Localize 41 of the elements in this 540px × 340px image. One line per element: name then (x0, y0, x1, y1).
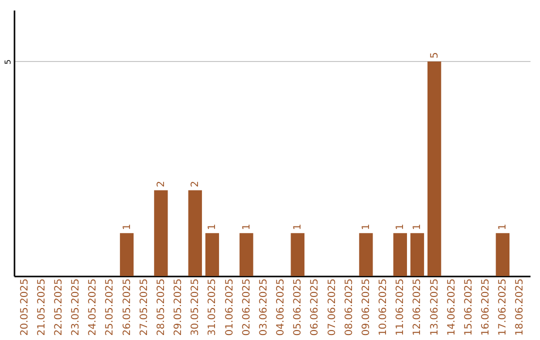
x-tick-label: 26.05.2025 (122, 278, 133, 336)
x-tick-label: 08.06.2025 (344, 278, 355, 336)
x-tick-label: 22.05.2025 (53, 278, 64, 336)
data-label: 1 (412, 224, 424, 230)
x-tick-label: 15.06.2025 (463, 278, 474, 336)
x-tick-label: 06.06.2025 (310, 278, 321, 336)
x-tick-label: 29.05.2025 (173, 278, 184, 336)
x-tick-label: 12.06.2025 (412, 278, 424, 336)
data-label: 1 (292, 224, 304, 230)
data-label: 1 (122, 224, 133, 230)
x-tick-label: 25.05.2025 (104, 278, 116, 336)
x-tick-label: 28.05.2025 (156, 278, 167, 336)
x-tick-label: 24.05.2025 (88, 278, 99, 336)
data-label: 1 (207, 224, 218, 230)
data-label: 5 (429, 52, 440, 58)
data-label: 1 (360, 224, 372, 230)
x-tick-label: 07.06.2025 (326, 278, 338, 336)
x-tick-label: 13.06.2025 (429, 278, 440, 336)
x-tick-label: 17.06.2025 (498, 278, 509, 336)
x-tick-label: 02.06.2025 (241, 278, 252, 336)
x-tick-label: 09.06.2025 (360, 278, 372, 336)
data-label: 2 (190, 180, 202, 188)
x-tick-label: 16.06.2025 (480, 278, 492, 336)
data-label: 2 (156, 180, 167, 188)
x-tick-label: 03.06.2025 (258, 278, 270, 336)
x-tick-label: 11.06.2025 (395, 278, 406, 336)
x-tick-label: 14.06.2025 (446, 278, 458, 336)
data-label: 1 (241, 224, 252, 230)
x-tick-label: 30.05.2025 (190, 278, 202, 336)
x-tick-label: 01.06.2025 (224, 278, 236, 336)
x-tick-label: 04.06.2025 (276, 278, 287, 336)
data-label: 1 (498, 224, 509, 230)
x-tick-label: 27.05.2025 (138, 278, 150, 336)
x-tick-label: 05.06.2025 (292, 278, 304, 336)
x-tick-label: 18.06.2025 (514, 278, 526, 336)
x-tick-label: 23.05.2025 (70, 278, 82, 336)
x-tick-label: 21.05.2025 (36, 278, 48, 336)
x-tick-label: 10.06.2025 (378, 278, 390, 336)
x-tick-label: 31.05.2025 (207, 278, 218, 336)
x-tick-label: 20.05.2025 (19, 278, 30, 336)
data-label: 1 (395, 224, 406, 230)
